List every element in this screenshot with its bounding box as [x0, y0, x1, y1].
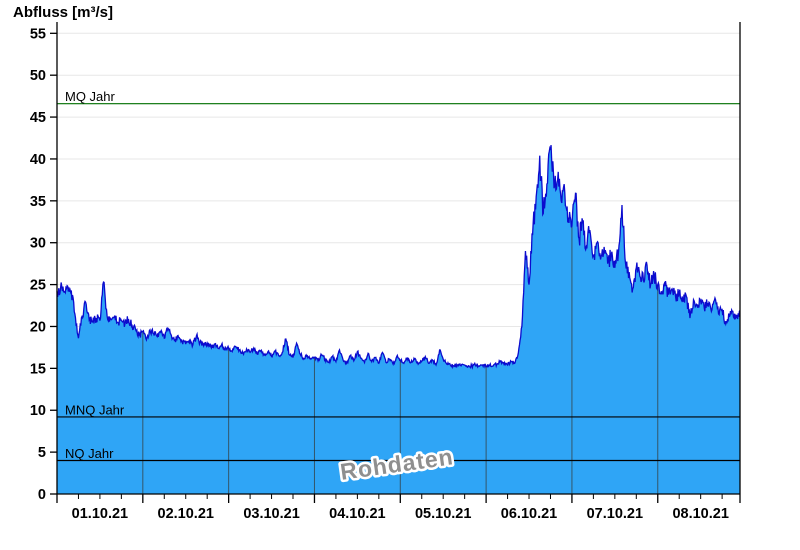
discharge-line — [56, 145, 741, 370]
x-date-label: 03.10.21 — [243, 506, 299, 522]
y-tick-label: 55 — [30, 26, 46, 42]
x-date-label: 02.10.21 — [158, 506, 214, 522]
y-tick-label: 30 — [30, 236, 46, 252]
reference-label: NQ Jahr — [65, 446, 114, 461]
y-tick-label: 25 — [30, 278, 46, 294]
y-tick-label: 20 — [30, 319, 46, 335]
y-tick-label: 40 — [30, 152, 46, 168]
reference-label: MQ Jahr — [65, 89, 116, 104]
discharge-area — [57, 145, 740, 494]
x-date-label: 07.10.21 — [587, 506, 643, 522]
y-tick-label: 35 — [30, 194, 46, 210]
x-date-label: 08.10.21 — [672, 506, 728, 522]
y-tick-label: 5 — [38, 445, 46, 461]
y-tick-label: 45 — [30, 110, 46, 126]
y-tick-label: 10 — [30, 403, 46, 419]
x-date-label: 06.10.21 — [501, 506, 557, 522]
x-date-label: 04.10.21 — [329, 506, 385, 522]
chart-title: Abfluss [m³/s] — [13, 4, 114, 21]
y-tick-label: 0 — [38, 487, 46, 503]
y-tick-label: 50 — [30, 68, 46, 84]
x-date-label: 05.10.21 — [415, 506, 471, 522]
y-tick-label: 15 — [30, 361, 46, 377]
x-date-label: 01.10.21 — [72, 506, 128, 522]
reference-label: MNQ Jahr — [65, 402, 125, 417]
